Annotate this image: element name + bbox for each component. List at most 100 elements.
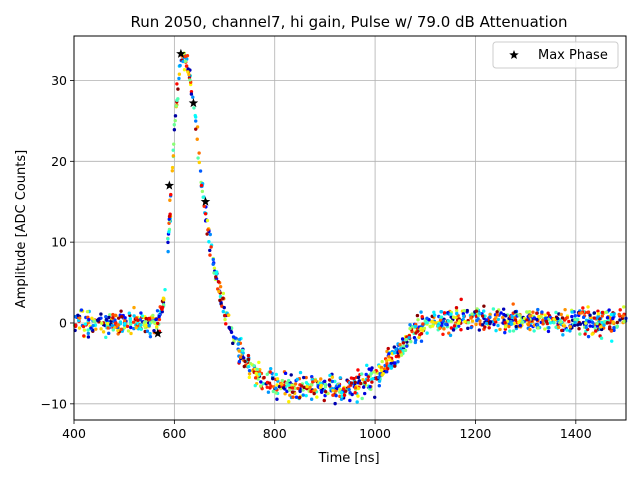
scatter-points <box>72 51 628 406</box>
y-tick-label: 0 <box>59 315 67 330</box>
scatter-point <box>177 76 181 81</box>
scatter-point <box>287 388 292 392</box>
scatter-point <box>403 348 408 353</box>
scatter-point <box>196 156 200 160</box>
scatter-point <box>425 316 429 320</box>
scatter-point <box>139 327 143 331</box>
scatter-point <box>459 297 463 302</box>
scatter-point <box>402 344 407 348</box>
scatter-point <box>609 329 614 333</box>
scatter-point <box>379 368 384 373</box>
scatter-point <box>413 324 418 329</box>
scatter-point <box>152 328 156 333</box>
scatter-point <box>192 106 196 110</box>
scatter-point <box>104 335 108 340</box>
scatter-point <box>319 383 323 388</box>
scatter-point <box>289 373 293 377</box>
scatter-point <box>114 320 118 325</box>
scatter-point <box>322 398 326 403</box>
scatter-point <box>139 311 143 315</box>
scatter-point <box>181 59 185 64</box>
scatter-point <box>578 332 582 336</box>
scatter-point <box>457 324 461 328</box>
scatter-point <box>224 322 228 326</box>
scatter-point <box>176 87 180 91</box>
scatter-point <box>144 316 148 321</box>
scatter-point <box>285 389 289 394</box>
scatter-point <box>187 72 191 77</box>
scatter-point <box>280 378 285 383</box>
scatter-point <box>237 359 242 364</box>
scatter-point <box>607 308 611 312</box>
scatter-point <box>543 313 547 317</box>
y-axis-label: Amplitude [ADC Counts] <box>14 150 29 308</box>
scatter-point <box>593 326 597 330</box>
scatter-point <box>514 324 518 329</box>
scatter-point <box>343 389 348 393</box>
scatter-point <box>507 324 511 329</box>
scatter-point <box>296 386 300 391</box>
scatter-point <box>596 309 600 313</box>
scatter-point <box>247 368 252 373</box>
max-phase-series <box>153 48 211 338</box>
scatter-point <box>202 204 206 208</box>
scatter-point <box>503 325 508 329</box>
x-tick-label: 1400 <box>560 426 592 441</box>
scatter-point <box>242 356 246 360</box>
scatter-point <box>217 289 221 294</box>
scatter-point <box>610 339 614 343</box>
scatter-point <box>396 360 400 364</box>
scatter-point <box>333 401 337 406</box>
scatter-point <box>197 160 201 165</box>
scatter-point <box>570 310 574 314</box>
scatter-point <box>170 169 175 173</box>
scatter-point <box>253 383 257 388</box>
scatter-point <box>449 326 454 330</box>
scatter-point <box>200 189 205 194</box>
scatter-point <box>254 371 258 375</box>
scatter-point <box>621 314 625 318</box>
scatter-point <box>122 326 127 330</box>
scatter-point <box>393 361 397 365</box>
scatter-point <box>169 192 173 197</box>
scatter-point <box>492 322 496 327</box>
y-tick-label: 10 <box>51 235 67 250</box>
scatter-point <box>531 310 535 314</box>
scatter-point <box>106 326 110 330</box>
scatter-point <box>440 323 444 328</box>
scatter-point <box>609 312 614 317</box>
scatter-point <box>275 397 279 401</box>
scatter-point <box>159 306 164 311</box>
scatter-point <box>513 318 518 322</box>
scatter-point <box>313 378 318 383</box>
scatter-point <box>561 333 565 337</box>
scatter-point <box>611 316 615 321</box>
scatter-point <box>371 377 375 381</box>
scatter-point <box>587 319 591 324</box>
scatter-point <box>454 306 459 310</box>
scatter-point <box>482 304 486 308</box>
scatter-point <box>183 59 188 63</box>
scatter-point <box>373 395 377 399</box>
scatter-point <box>155 309 160 313</box>
scatter-point <box>337 384 341 388</box>
scatter-point <box>466 326 470 331</box>
scatter-point <box>173 114 178 118</box>
scatter-point <box>369 372 373 376</box>
scatter-point <box>356 394 360 398</box>
scatter-point <box>618 308 622 312</box>
scatter-point <box>195 125 200 129</box>
scatter-point <box>274 386 278 390</box>
scatter-point <box>449 315 453 319</box>
scatter-point <box>364 372 368 377</box>
scatter-point <box>287 383 291 387</box>
scatter-point <box>442 311 447 315</box>
scatter-point <box>481 323 485 327</box>
scatter-point <box>622 305 626 309</box>
scatter-point <box>212 266 217 270</box>
scatter-point <box>590 332 594 336</box>
scatter-point <box>203 212 208 216</box>
scatter-point <box>99 312 103 316</box>
scatter-point <box>231 341 235 346</box>
scatter-point <box>449 312 453 316</box>
